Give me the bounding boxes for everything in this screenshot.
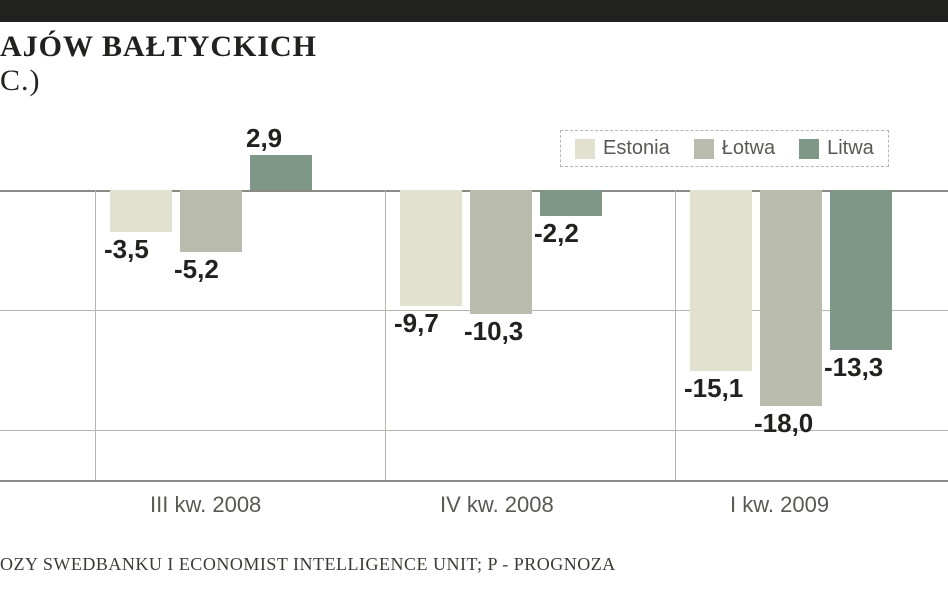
title-line-1: AJÓW BAŁTYCKICH [0,30,948,64]
x-axis-label: IV kw. 2008 [440,492,554,510]
bar-value-label: 2,9 [246,123,282,154]
x-axis [0,480,948,482]
legend-label: Łotwa [722,137,775,160]
title-block: AJÓW BAŁTYCKICH C.) [0,22,948,98]
legend-swatch [694,139,714,159]
title-line-2: C.) [0,64,948,98]
x-axis-label: I kw. 2009 [730,492,829,510]
legend-swatch [799,139,819,159]
bar-value-label: -5,2 [174,254,219,285]
legend-item: Łotwa [694,137,775,160]
baltic-gdp-chart: EstoniaŁotwaLitwa,2-3,5-5,22,9III kw. 20… [0,100,948,520]
group-separator [385,190,386,480]
legend-label: Litwa [827,137,874,160]
group-separator [95,190,96,480]
bar-value-label: -10,3 [464,316,523,347]
legend-item: Estonia [575,137,670,160]
x-axis-label: III kw. 2008 [150,492,261,510]
bar [690,190,752,371]
bar-value-label: -15,1 [684,373,743,404]
bar [540,190,602,216]
legend-label: Estonia [603,137,670,160]
bar [180,190,242,252]
group-separator [675,190,676,480]
bar-value-label: -9,7 [394,308,439,339]
bar [110,190,172,232]
bar [830,190,892,350]
source-note: OZY SWEDBANKU I ECONOMIST INTELLIGENCE U… [0,554,616,575]
bar-value-label: -2,2 [534,218,579,249]
bar [250,155,312,190]
bar-value-label: -3,5 [104,234,149,265]
bar-value-label: -18,0 [754,408,813,439]
bar-value-label: -13,3 [824,352,883,383]
legend-item: Litwa [799,137,874,160]
legend-swatch [575,139,595,159]
bar [470,190,532,314]
top-bar [0,0,948,22]
bar [760,190,822,406]
legend: Estonia Łotwa Litwa [560,130,889,167]
bar [400,190,462,306]
